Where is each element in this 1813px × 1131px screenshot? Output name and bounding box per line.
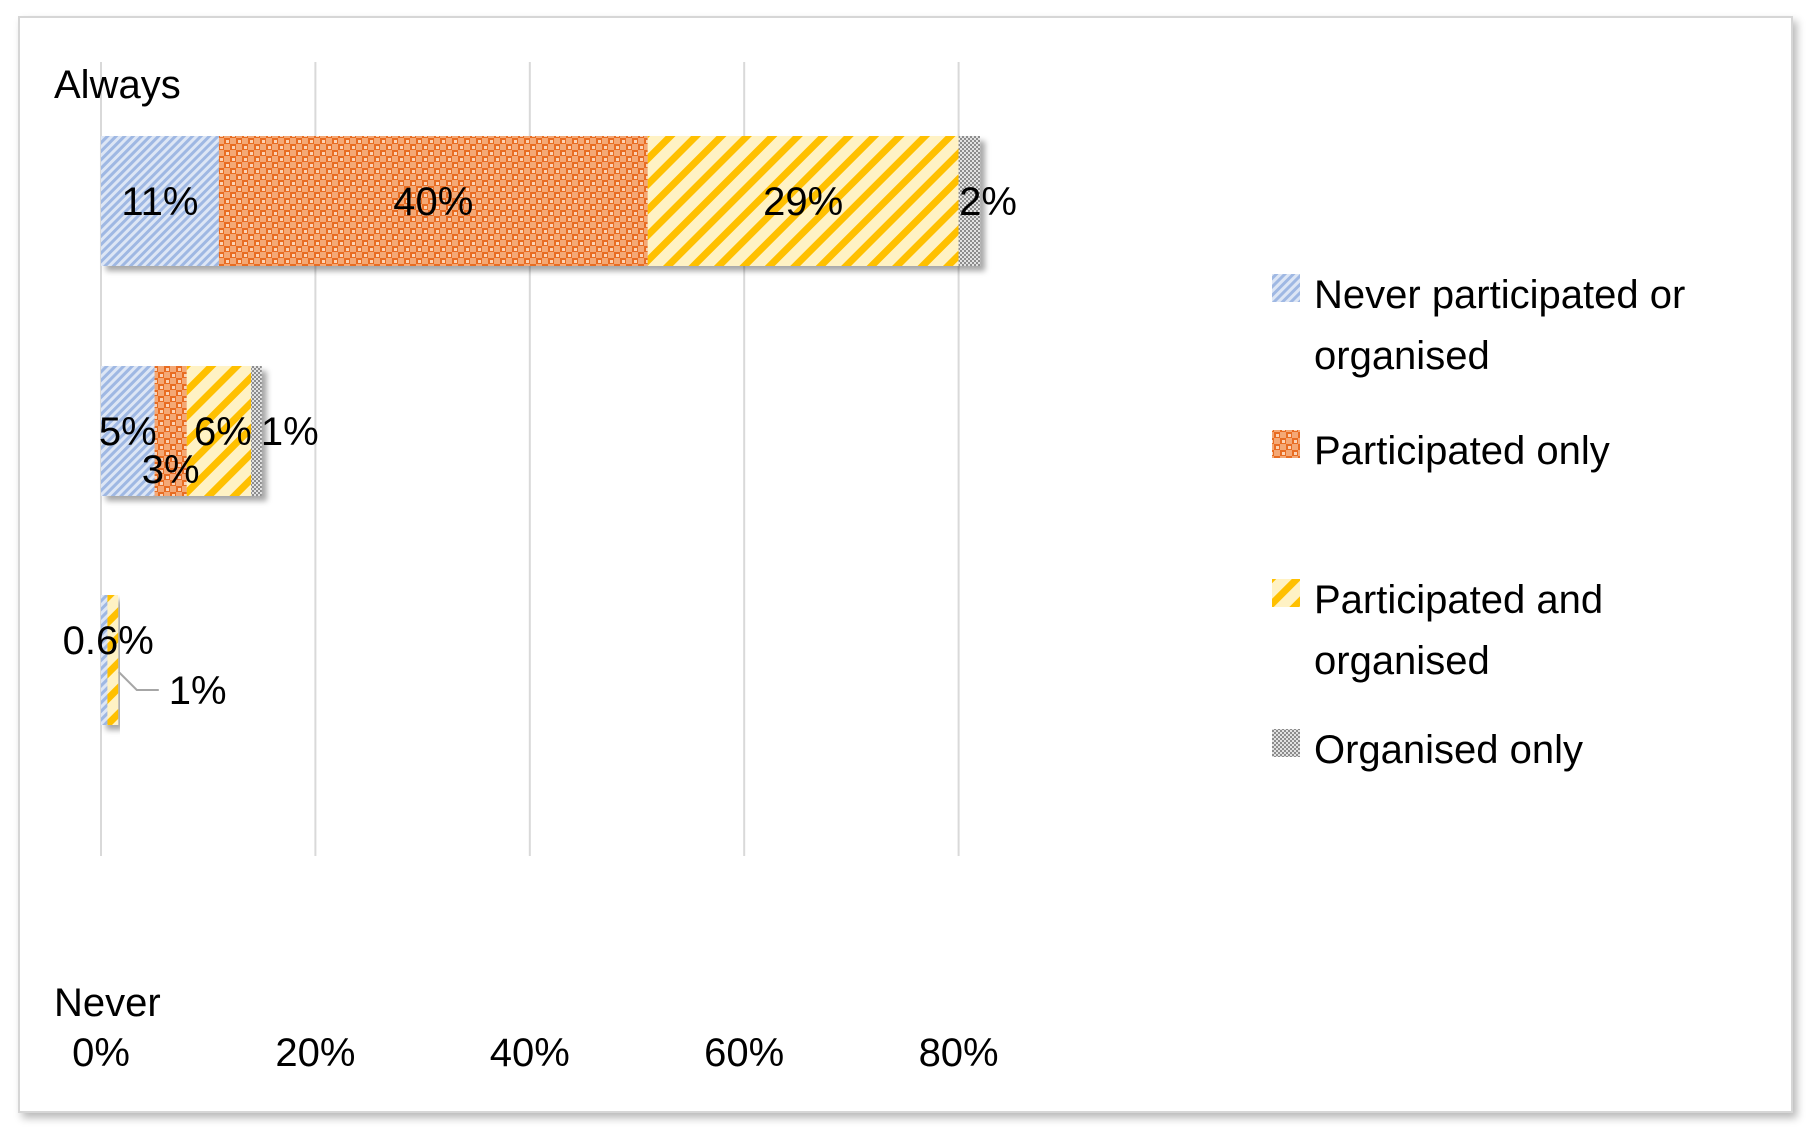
legend-swatch <box>1272 430 1300 458</box>
bar-segment <box>101 595 108 725</box>
data-label: 6% <box>194 410 252 454</box>
bar-segment <box>107 595 119 725</box>
legend-item: Participated and organised <box>1272 578 1603 683</box>
legend-label: Participated and <box>1314 578 1603 622</box>
bar-segment <box>101 366 155 496</box>
bar-segment <box>958 136 981 266</box>
bar-group <box>101 366 262 496</box>
category-label-always: Always <box>54 63 181 107</box>
x-tick-label: 20% <box>275 1031 355 1075</box>
legend-swatch <box>1272 729 1300 757</box>
bar-segment <box>154 366 187 496</box>
data-label: 40% <box>393 180 473 224</box>
legend-label: organised <box>1314 639 1490 683</box>
category-label-never: Never <box>54 981 161 1025</box>
chart-frame: 11% 40% 29% 2% 5% 3% 6% 1% 0.6% 1% 0% 20% 40% 60% 80%… <box>18 16 1793 1113</box>
legend-item: Never participated or organised <box>1272 273 1685 378</box>
x-tick-label: 40% <box>490 1031 570 1075</box>
bar-group <box>101 595 119 725</box>
data-label: 5% <box>99 410 157 454</box>
legend-item: Organised only <box>1272 728 1583 772</box>
data-label: 1% <box>261 410 319 454</box>
bar-segment <box>186 366 252 496</box>
legend-swatch <box>1272 274 1300 302</box>
data-label: 29% <box>763 180 843 224</box>
leader-line <box>118 671 159 691</box>
x-tick-label: 60% <box>704 1031 784 1075</box>
bar-segment <box>647 136 959 266</box>
data-label: 1% <box>169 669 227 713</box>
stacked-bar-chart: 11% 40% 29% 2%5%3%6% 1%0.6%1% 0% 20% 40% 60% 80%… <box>54 62 1685 1075</box>
legend-label: Participated only <box>1314 429 1610 473</box>
bar-segment <box>251 366 262 496</box>
legend-swatch <box>1272 579 1300 607</box>
bar-segment <box>218 136 648 266</box>
legend-label: Never participated or <box>1314 273 1685 317</box>
legend-label: Organised only <box>1314 728 1583 772</box>
x-tick-label: 80% <box>919 1031 999 1075</box>
data-label: 3% <box>142 448 200 492</box>
bar-segment <box>101 136 219 266</box>
data-label: 2% <box>959 180 1017 224</box>
legend-item: Participated only <box>1272 429 1610 473</box>
legend-label: organised <box>1314 334 1490 378</box>
data-label: 11% <box>121 180 198 224</box>
bar-group <box>101 136 981 266</box>
x-tick-label: 0% <box>72 1031 130 1075</box>
data-label: 0.6% <box>63 619 154 663</box>
